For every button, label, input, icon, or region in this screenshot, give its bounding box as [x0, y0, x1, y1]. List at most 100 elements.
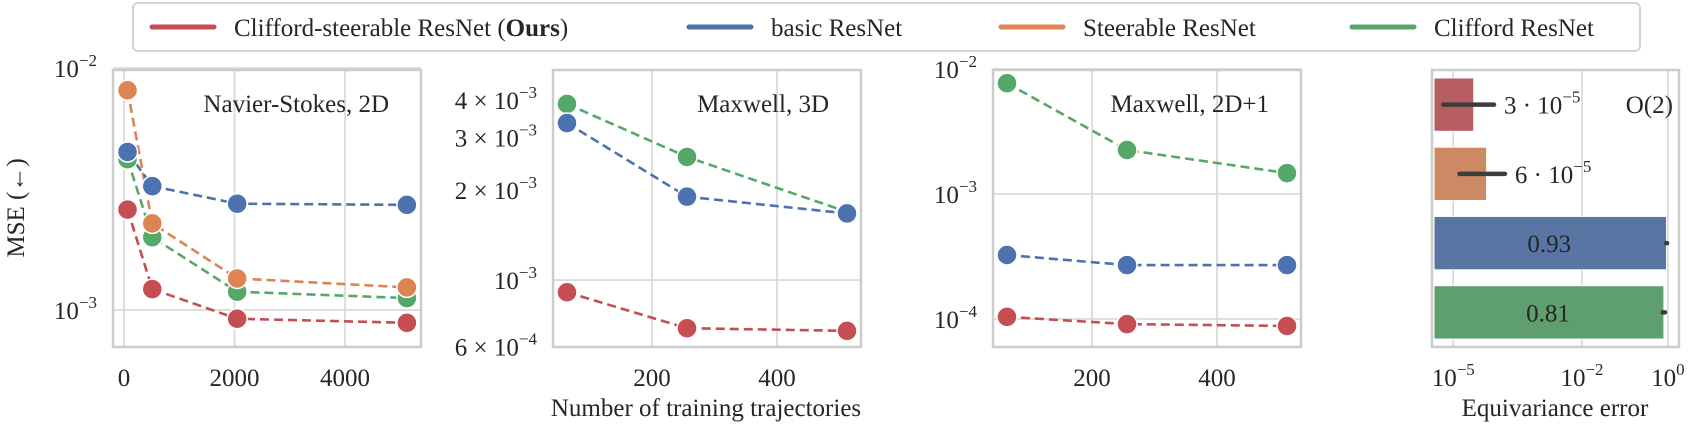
data-point — [996, 244, 1018, 266]
y-tick-label-exponent: −2 — [79, 51, 97, 70]
group-annotation: O(2) — [1626, 92, 1673, 119]
y-tick-label: 4 × 10−3 — [455, 83, 537, 115]
bar-value-label: 0.93 — [1527, 231, 1571, 258]
x-axis-label: Equivariance error — [1462, 395, 1649, 422]
legend-label-part: Clifford-steerable ResNet ( — [234, 15, 506, 42]
bar-value-label: 3 · 10−5 — [1504, 88, 1580, 120]
data-point — [676, 146, 698, 168]
y-tick-label-base: 2 × 10 — [455, 178, 519, 205]
y-tick-label: 10−3 — [934, 177, 977, 209]
panel-title: Maxwell, 2D+1 — [1110, 91, 1269, 118]
legend-label-bold: Ours — [506, 15, 560, 42]
y-tick-label-base: 3 × 10 — [455, 125, 519, 152]
data-point — [676, 317, 698, 339]
series — [566, 291, 848, 333]
data-point — [116, 198, 139, 221]
x-tick-label: 400 — [1198, 365, 1236, 392]
x-tick-label: 0 — [118, 365, 131, 392]
data-point — [996, 72, 1018, 94]
legend-item: Steerable ResNet — [998, 15, 1256, 42]
bar — [1433, 215, 1667, 271]
y-tick-label: 6 × 10−4 — [455, 329, 538, 361]
x-tick-label: 100 — [1651, 360, 1685, 392]
data-point — [1276, 162, 1298, 184]
legend-label: Clifford ResNet — [1434, 15, 1594, 42]
bar-value-label: 0.81 — [1526, 300, 1570, 327]
legend-item: Clifford ResNet — [1349, 15, 1594, 42]
data-point — [996, 306, 1018, 328]
x-tick-label-exponent: −5 — [1457, 360, 1475, 379]
series-line — [566, 121, 848, 215]
y-tick-label: 10−3 — [54, 293, 97, 325]
x-tick-label: 400 — [758, 365, 796, 392]
y-tick-label-exponent: −3 — [959, 177, 977, 196]
legend-label: basic ResNet — [771, 15, 902, 42]
data-point — [141, 212, 164, 235]
series-line — [126, 89, 407, 289]
data-point — [556, 112, 578, 134]
y-tick-label-exponent: −3 — [519, 120, 537, 139]
data-point — [836, 202, 858, 225]
legend-label-part: ) — [560, 15, 568, 42]
y-tick-label-base: 10 — [934, 57, 959, 84]
data-point — [116, 141, 139, 163]
series-line — [126, 151, 407, 207]
data-point — [1116, 139, 1138, 161]
legend-item: basic ResNet — [686, 15, 902, 42]
y-axis-label: MSE (←) — [3, 158, 30, 257]
data-point — [141, 175, 164, 197]
x-tick-label-exponent: −2 — [1585, 360, 1603, 379]
series-line — [566, 102, 848, 214]
axes-frame — [1430, 68, 1681, 349]
bar-value-label-exponent: −5 — [1573, 157, 1591, 176]
bar-value-label-base: 0.81 — [1526, 300, 1570, 327]
series — [126, 89, 407, 289]
bar-value-label-base: 0.93 — [1527, 231, 1571, 258]
axes-frame — [111, 68, 423, 349]
bar-value-label: 6 · 10−5 — [1515, 157, 1591, 189]
legend-item: Clifford-steerable ResNet (Ours) — [149, 15, 568, 42]
series-line — [126, 209, 407, 325]
data-point — [1116, 254, 1138, 276]
data-point — [396, 276, 418, 299]
data-point — [396, 312, 418, 334]
y-tick-label: 3 × 10−3 — [455, 120, 537, 152]
series — [1006, 253, 1287, 267]
x-tick-label-base: 10 — [1560, 365, 1585, 392]
y-tick-label-base: 10 — [494, 268, 519, 295]
series — [566, 121, 848, 215]
data-point — [836, 320, 858, 342]
data-point — [556, 93, 578, 115]
series-line — [566, 291, 848, 333]
x-tick-label: 4000 — [320, 365, 370, 392]
y-tick-label: 10−3 — [494, 263, 537, 295]
bar — [1433, 285, 1665, 340]
y-tick-label-base: 10 — [934, 307, 959, 334]
data-point — [1116, 313, 1138, 335]
y-tick-label-exponent: −3 — [519, 83, 537, 102]
bar-value-label-exponent: −5 — [1562, 88, 1580, 107]
shared-x-axis-label: Number of training trajectories — [551, 395, 861, 422]
y-tick-label: 2 × 10−3 — [455, 173, 537, 205]
data-point — [116, 79, 139, 101]
panel-title: Maxwell, 3D — [697, 91, 829, 118]
series-line — [1006, 82, 1288, 175]
data-point — [226, 307, 248, 330]
y-tick-label-base: 6 × 10 — [455, 334, 519, 361]
data-point — [1276, 254, 1298, 276]
y-tick-label-base: 10 — [54, 56, 79, 83]
axes-frame — [551, 68, 863, 349]
legend-label: Steerable ResNet — [1083, 15, 1256, 42]
data-point — [396, 194, 418, 216]
x-tick-label-base: 10 — [1651, 365, 1676, 392]
bar-value-label-base: 6 · 10 — [1515, 162, 1573, 189]
x-tick-label-exponent: 0 — [1676, 360, 1685, 379]
y-tick-label: 10−2 — [934, 52, 977, 84]
series — [126, 158, 407, 300]
x-tick-label: 10−5 — [1432, 360, 1475, 392]
x-tick-label-base: 10 — [1432, 365, 1457, 392]
